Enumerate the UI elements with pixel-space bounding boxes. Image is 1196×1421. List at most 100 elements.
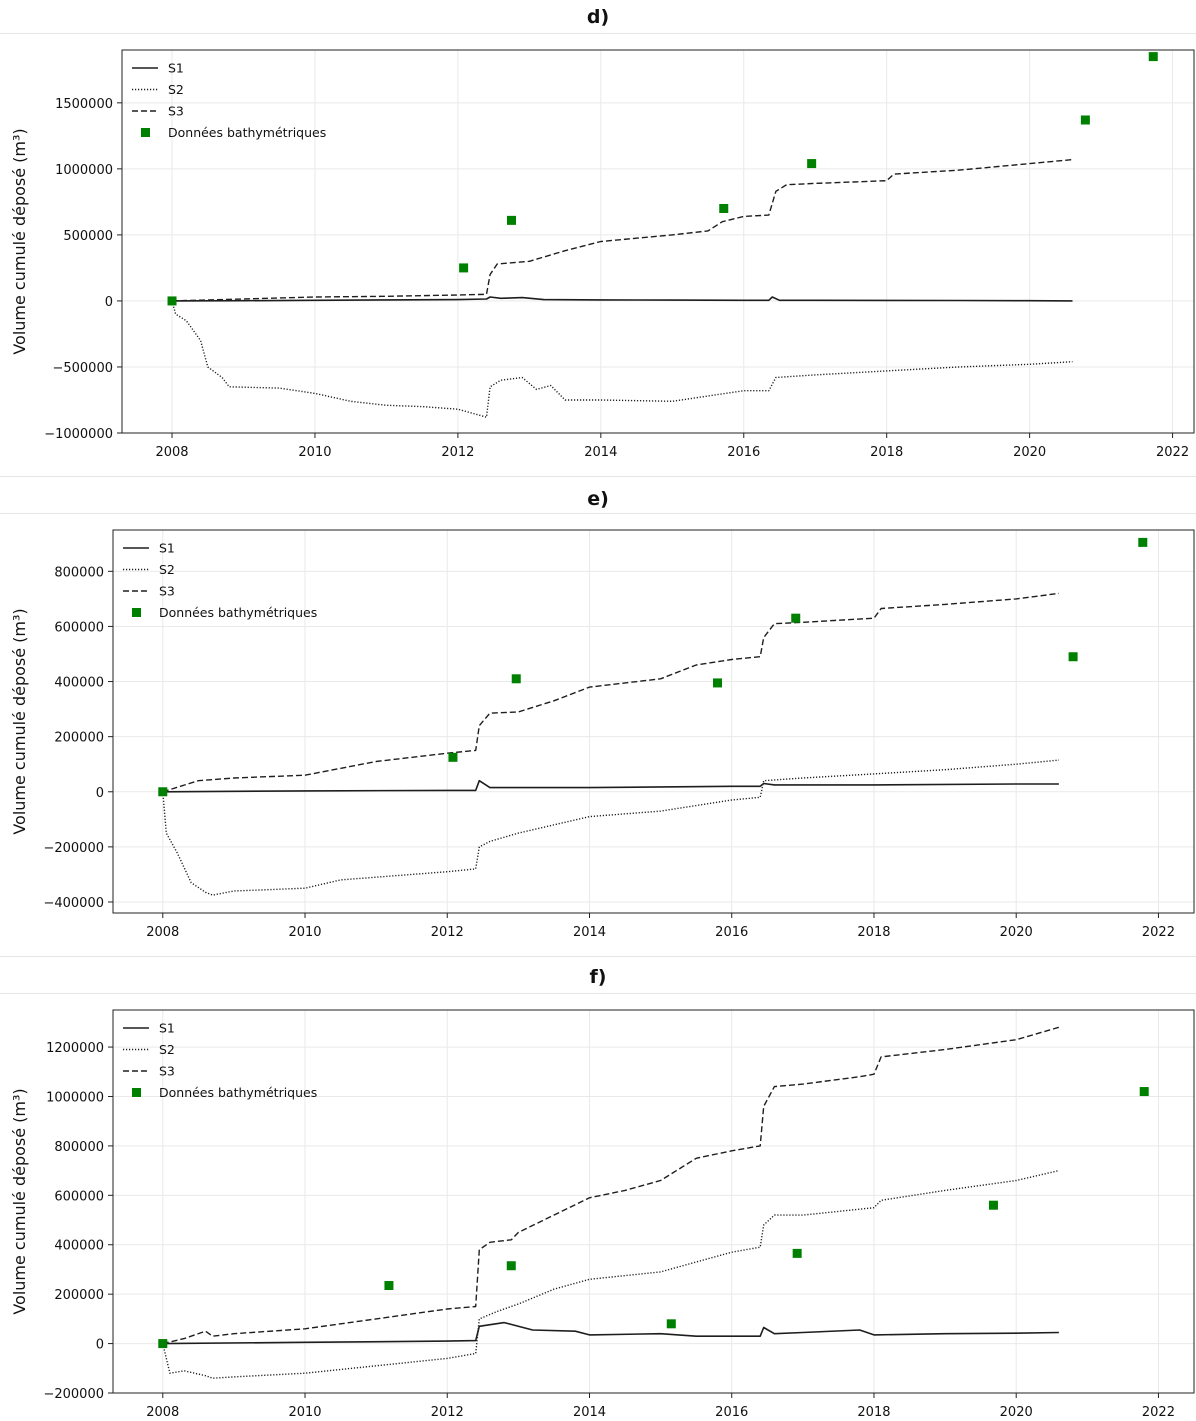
y-tick-label: −1000000 — [44, 427, 113, 442]
y-tick-label: 1200000 — [46, 1041, 104, 1056]
x-tick-label: 2010 — [288, 1405, 321, 1420]
x-tick-label: 2010 — [298, 445, 331, 460]
bathymetry-point — [1138, 537, 1148, 547]
bathymetry-point — [988, 1200, 998, 1210]
y-axis-label: Volume cumulé déposé (m³) — [10, 128, 29, 354]
x-tick-label: 2010 — [288, 925, 321, 940]
legend-swatch-bathymetry — [141, 128, 150, 137]
x-tick-label: 2016 — [727, 445, 760, 460]
bathymetry-point — [506, 1261, 516, 1271]
series-line-s2 — [162, 759, 1059, 896]
bathymetry-point — [719, 203, 729, 213]
bathymetry-point — [384, 1281, 394, 1291]
legend-label-s1: S1 — [168, 61, 184, 76]
y-tick-label: 400000 — [54, 676, 104, 691]
panel-separator — [0, 513, 1196, 514]
y-tick-label: 0 — [96, 786, 104, 801]
x-tick-label: 2020 — [1000, 1405, 1033, 1420]
plot-frame — [112, 529, 1195, 914]
x-tick-label: 2022 — [1156, 445, 1189, 460]
x-tick-label: 2012 — [431, 925, 464, 940]
bathymetry-point — [511, 674, 521, 684]
x-tick-label: 2022 — [1142, 925, 1175, 940]
x-tick-label: 2014 — [584, 445, 617, 460]
bathymetry-point — [459, 263, 469, 273]
series-line-s3 — [162, 1026, 1060, 1345]
series-line-s1 — [162, 1321, 1059, 1345]
legend-label-s3: S3 — [168, 104, 184, 119]
series-line-s3 — [162, 592, 1059, 793]
y-tick-label: 600000 — [54, 1189, 104, 1204]
panel-label-f: f) — [589, 966, 607, 988]
bathymetry-point — [1080, 115, 1090, 125]
y-tick-label: −500000 — [52, 361, 113, 376]
y-tick-label: −400000 — [43, 896, 104, 911]
y-tick-label: −200000 — [43, 1387, 104, 1402]
x-tick-label: 2018 — [857, 1405, 890, 1420]
y-tick-label: 1500000 — [55, 97, 113, 112]
plot-frame — [121, 49, 1195, 434]
x-tick-label: 2008 — [155, 445, 188, 460]
bathymetry-point — [807, 159, 817, 169]
y-tick-label: 400000 — [54, 1239, 104, 1254]
bathymetry-point — [158, 787, 168, 797]
x-tick-label: 2008 — [146, 925, 179, 940]
bathymetry-point — [448, 752, 458, 762]
bathymetry-point — [158, 1339, 168, 1349]
y-axis-label: Volume cumulé déposé (m³) — [10, 608, 29, 834]
bathymetry-point — [666, 1319, 676, 1329]
legend-label-bathymetry: Données bathymétriques — [159, 605, 317, 620]
x-tick-label: 2012 — [431, 1405, 464, 1420]
chart-panel-f: 2008 2010 2012 2014 2016 2018 2020 2022 −200000 0… — [10, 1009, 1195, 1420]
legend-label-bathymetry: Données bathymétriques — [168, 125, 326, 140]
y-tick-label: 0 — [96, 1338, 104, 1353]
x-tick-label: 2014 — [573, 925, 606, 940]
legend-swatch-bathymetry — [132, 1088, 141, 1097]
x-tick-label: 2018 — [857, 925, 890, 940]
y-tick-label: 1000000 — [46, 1090, 104, 1105]
legend-swatch-bathymetry — [132, 608, 141, 617]
legend-label-s3: S3 — [159, 584, 175, 599]
y-tick-label: 600000 — [54, 620, 104, 635]
chart-panel-d: 2008 2010 2012 2014 2016 2018 2020 2022 −1000000… — [10, 49, 1195, 460]
y-tick-label: 500000 — [63, 229, 113, 244]
bathymetry-point — [1068, 652, 1078, 662]
series-line-s3 — [171, 158, 1073, 302]
bathymetry-point — [792, 1248, 802, 1258]
y-tick-label: 800000 — [54, 565, 104, 580]
y-tick-label: −200000 — [43, 841, 104, 856]
series-line-s2 — [171, 300, 1073, 418]
series-line-s1 — [171, 296, 1073, 302]
legend-label-s1: S1 — [159, 541, 175, 556]
series-line-s1 — [162, 779, 1059, 793]
legend-label-bathymetry: Données bathymétriques — [159, 1085, 317, 1100]
y-tick-label: 0 — [105, 295, 113, 310]
legend-label-s3: S3 — [159, 1064, 175, 1079]
bathymetry-point — [791, 613, 801, 623]
panel-label-d: d) — [586, 6, 610, 28]
legend-label-s2: S2 — [159, 1042, 175, 1057]
bathymetry-point — [713, 678, 723, 688]
bathymetry-point — [1139, 1087, 1149, 1097]
bathymetry-point — [1148, 52, 1158, 62]
x-tick-label: 2012 — [441, 445, 474, 460]
x-tick-label: 2008 — [146, 1405, 179, 1420]
x-tick-label: 2020 — [1000, 925, 1033, 940]
y-tick-label: 200000 — [54, 1288, 104, 1303]
panel-separator — [0, 33, 1196, 34]
plot-frame — [112, 1009, 1195, 1394]
y-axis-label: Volume cumulé déposé (m³) — [10, 1088, 29, 1314]
panel-label-e: e) — [587, 488, 609, 510]
x-tick-label: 2014 — [573, 1405, 606, 1420]
y-tick-label: 1000000 — [55, 163, 113, 178]
x-tick-label: 2020 — [1013, 445, 1046, 460]
x-tick-label: 2018 — [870, 445, 903, 460]
chart-panel-e: 2008 2010 2012 2014 2016 2018 2020 2022 −400000 −… — [10, 529, 1195, 940]
legend-label-s1: S1 — [159, 1021, 175, 1036]
panel-separator — [0, 993, 1196, 994]
legend-label-s2: S2 — [159, 562, 175, 577]
bathymetry-point — [506, 215, 516, 225]
y-tick-label: 800000 — [54, 1140, 104, 1155]
y-tick-label: 200000 — [54, 731, 104, 746]
